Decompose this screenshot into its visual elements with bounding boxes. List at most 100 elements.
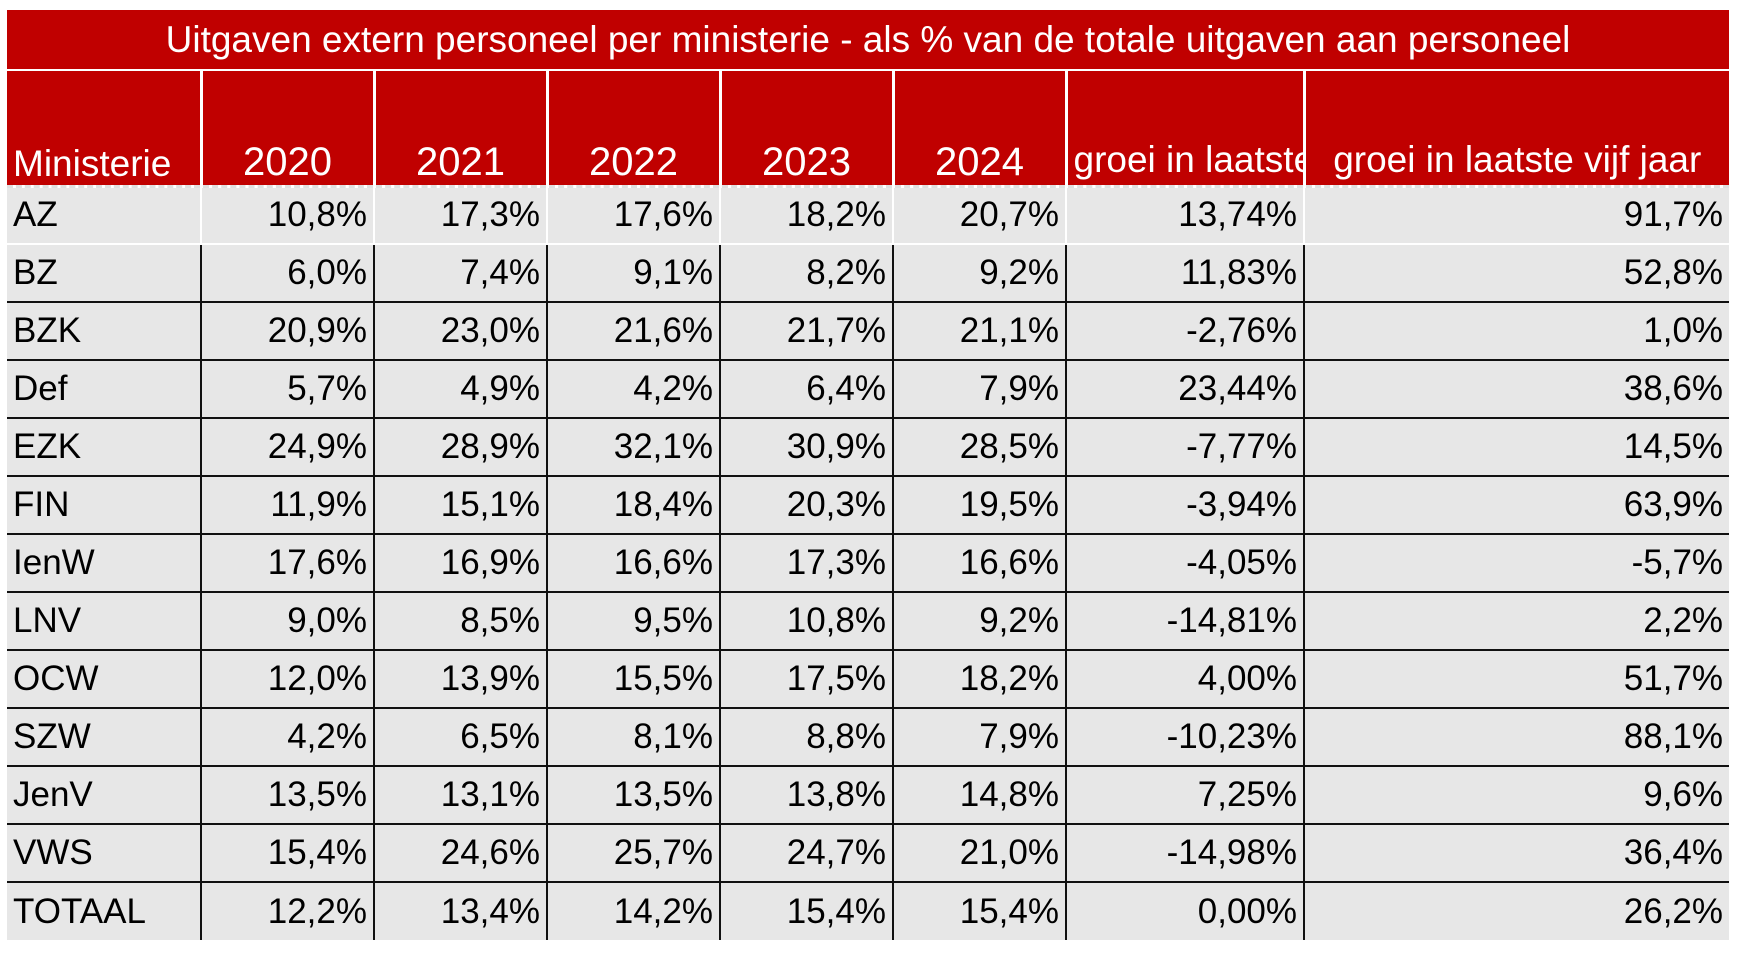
cell-2024: 21,0% — [892, 824, 1066, 883]
cell-2023: 8,2% — [719, 244, 893, 303]
cell-2024: 20,7% — [892, 186, 1066, 245]
cell-2023: 8,8% — [719, 708, 893, 767]
cell-growth-five-years: 38,6% — [1302, 360, 1730, 419]
cell-ministerie: OCW — [7, 650, 201, 709]
cell-2022: 14,2% — [546, 882, 720, 940]
cell-growth-last-year: -14,81% — [1065, 592, 1304, 651]
cell-growth-five-years: 91,7% — [1302, 186, 1730, 245]
cell-growth-five-years: 9,6% — [1302, 766, 1730, 825]
cell-2023: 24,7% — [719, 824, 893, 883]
cell-growth-last-year: -7,77% — [1065, 418, 1304, 477]
cell-growth-five-years: 36,4% — [1302, 824, 1730, 883]
cell-2021: 15,1% — [373, 476, 547, 535]
table-row: TOTAAL 12,2% 13,4% 14,2% 15,4% 15,4% 0,00% 26,2… — [7, 882, 1730, 940]
cell-growth-five-years: 26,2% — [1302, 882, 1730, 940]
cell-ministerie: AZ — [7, 186, 201, 245]
cell-2022: 15,5% — [546, 650, 720, 709]
cell-2020: 5,7% — [200, 360, 374, 419]
cell-2022: 18,4% — [546, 476, 720, 535]
cell-ministerie: Def — [7, 360, 201, 419]
cell-2024: 9,2% — [892, 592, 1066, 651]
cell-2023: 30,9% — [719, 418, 893, 477]
cell-2021: 17,3% — [373, 186, 547, 245]
cell-2021: 7,4% — [373, 244, 547, 303]
table-row: SZW 4,2% 6,5% 8,1% 8,8% 7,9% -10,23% 88,1% — [7, 708, 1730, 767]
cell-2021: 13,4% — [373, 882, 547, 940]
cell-growth-five-years: 2,2% — [1302, 592, 1730, 651]
cell-2024: 19,5% — [892, 476, 1066, 535]
cell-2020: 10,8% — [200, 186, 374, 245]
cell-ministerie: SZW — [7, 708, 201, 767]
table-row: OCW 12,0% 13,9% 15,5% 17,5% 18,2% 4,00% 51,7% — [7, 650, 1730, 709]
table-row: BZK 20,9% 23,0% 21,6% 21,7% 21,1% -2,76% 1,0% — [7, 302, 1730, 361]
cell-growth-last-year: -3,94% — [1065, 476, 1304, 535]
cell-2023: 20,3% — [719, 476, 893, 535]
cell-2023: 21,7% — [719, 302, 893, 361]
header-row: Ministerie 2020 2021 2022 2023 2024 groe… — [7, 70, 1730, 188]
cell-2024: 14,8% — [892, 766, 1066, 825]
cell-2021: 16,9% — [373, 534, 547, 593]
cell-2020: 15,4% — [200, 824, 374, 883]
cell-2023: 17,3% — [719, 534, 893, 593]
cell-growth-last-year: -2,76% — [1065, 302, 1304, 361]
cell-growth-last-year: 23,44% — [1065, 360, 1304, 419]
cell-2023: 15,4% — [719, 882, 893, 940]
cell-2020: 20,9% — [200, 302, 374, 361]
cell-2020: 12,2% — [200, 882, 374, 940]
cell-2021: 24,6% — [373, 824, 547, 883]
cell-2024: 9,2% — [892, 244, 1066, 303]
cell-2021: 23,0% — [373, 302, 547, 361]
cell-2024: 21,1% — [892, 302, 1066, 361]
cell-2022: 32,1% — [546, 418, 720, 477]
column-header-2023: 2023 — [718, 70, 893, 188]
cell-ministerie: LNV — [7, 592, 201, 651]
table-row: Def 5,7% 4,9% 4,2% 6,4% 7,9% 23,44% 38,6% — [7, 360, 1730, 419]
cell-ministerie: BZ — [7, 244, 201, 303]
cell-2022: 9,1% — [546, 244, 720, 303]
cell-2021: 4,9% — [373, 360, 547, 419]
table-row: JenV 13,5% 13,1% 13,5% 13,8% 14,8% 7,25% 9,6% — [7, 766, 1730, 825]
data-table: Uitgaven extern personeel per ministerie… — [7, 10, 1730, 940]
cell-2023: 13,8% — [719, 766, 893, 825]
column-header-2022: 2022 — [545, 70, 720, 188]
table-title: Uitgaven extern personeel per ministerie… — [7, 10, 1730, 71]
cell-ministerie: EZK — [7, 418, 201, 477]
cell-2022: 9,5% — [546, 592, 720, 651]
cell-2021: 28,9% — [373, 418, 547, 477]
cell-ministerie: IenW — [7, 534, 201, 593]
table-row: VWS 15,4% 24,6% 25,7% 24,7% 21,0% -14,98% 36,4% — [7, 824, 1730, 883]
column-header-2024: 2024 — [891, 70, 1066, 188]
cell-2020: 13,5% — [200, 766, 374, 825]
cell-growth-five-years: 51,7% — [1302, 650, 1730, 709]
cell-2022: 21,6% — [546, 302, 720, 361]
cell-ministerie: BZK — [7, 302, 201, 361]
table-row: BZ 6,0% 7,4% 9,1% 8,2% 9,2% 11,83% 52,8% — [7, 244, 1730, 303]
table-body: AZ 10,8% 17,3% 17,6% 18,2% 20,7% 13,74% 91,7% BZ… — [7, 186, 1730, 940]
cell-ministerie: VWS — [7, 824, 201, 883]
cell-2022: 25,7% — [546, 824, 720, 883]
cell-2024: 16,6% — [892, 534, 1066, 593]
cell-2023: 17,5% — [719, 650, 893, 709]
cell-2021: 8,5% — [373, 592, 547, 651]
cell-2024: 18,2% — [892, 650, 1066, 709]
cell-2020: 24,9% — [200, 418, 374, 477]
cell-growth-last-year: 7,25% — [1065, 766, 1304, 825]
cell-2023: 18,2% — [719, 186, 893, 245]
cell-2024: 7,9% — [892, 708, 1066, 767]
cell-growth-five-years: 1,0% — [1302, 302, 1730, 361]
cell-ministerie: FIN — [7, 476, 201, 535]
column-header-growth-last-year: groei in laatste jaar — [1064, 70, 1304, 188]
cell-2024: 28,5% — [892, 418, 1066, 477]
cell-growth-last-year: 4,00% — [1065, 650, 1304, 709]
cell-2020: 4,2% — [200, 708, 374, 767]
cell-2021: 13,9% — [373, 650, 547, 709]
cell-growth-last-year: -4,05% — [1065, 534, 1304, 593]
cell-2024: 15,4% — [892, 882, 1066, 940]
column-header-ministerie: Ministerie — [7, 70, 201, 188]
cell-2021: 13,1% — [373, 766, 547, 825]
cell-2020: 11,9% — [200, 476, 374, 535]
cell-growth-last-year: -14,98% — [1065, 824, 1304, 883]
cell-growth-last-year: 13,74% — [1065, 186, 1304, 245]
cell-2021: 6,5% — [373, 708, 547, 767]
table-row: EZK 24,9% 28,9% 32,1% 30,9% 28,5% -7,77% 14,5% — [7, 418, 1730, 477]
